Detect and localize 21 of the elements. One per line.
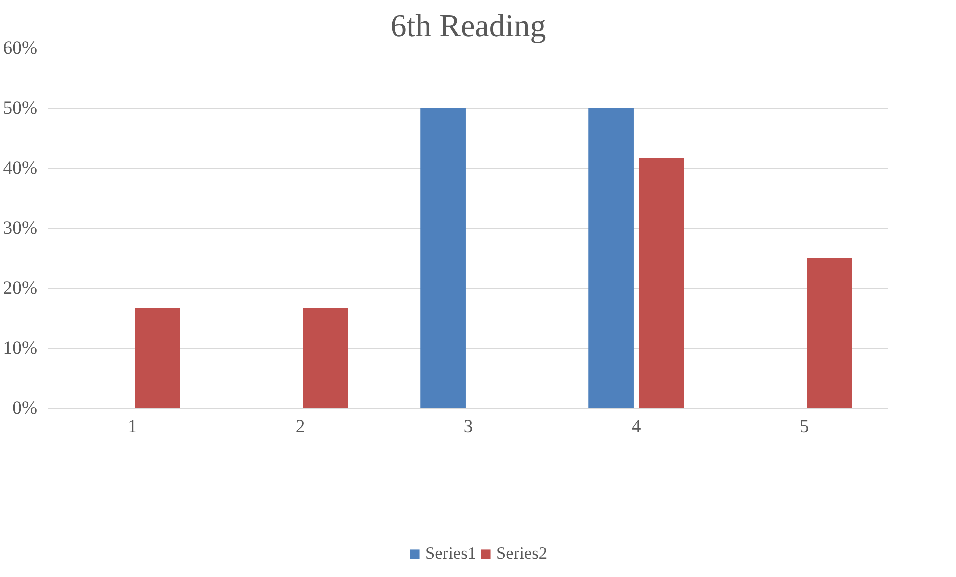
bar <box>639 158 684 408</box>
bar <box>807 258 852 408</box>
bar <box>135 308 180 408</box>
x-tick-label: 1 <box>128 416 138 438</box>
chart-title: 6th Reading <box>390 8 546 44</box>
x-tick-label: 3 <box>464 416 474 438</box>
bar <box>420 108 466 408</box>
y-tick-label: 40% <box>3 158 38 179</box>
y-tick-label: 10% <box>3 338 38 359</box>
y-tick-label: 50% <box>3 98 38 119</box>
legend-label: Series1 <box>425 544 476 564</box>
y-tick-label: 0% <box>12 398 38 419</box>
y-tick-label: 20% <box>3 278 38 299</box>
x-tick-label: 4 <box>632 416 642 438</box>
bar <box>588 108 634 408</box>
y-tick-label: 30% <box>3 218 38 239</box>
bar <box>303 308 348 408</box>
y-tick-label: 60% <box>3 38 38 59</box>
x-tick-label: 2 <box>296 416 306 438</box>
legend-label: Series2 <box>496 544 548 564</box>
x-tick-label: 5 <box>800 416 810 438</box>
